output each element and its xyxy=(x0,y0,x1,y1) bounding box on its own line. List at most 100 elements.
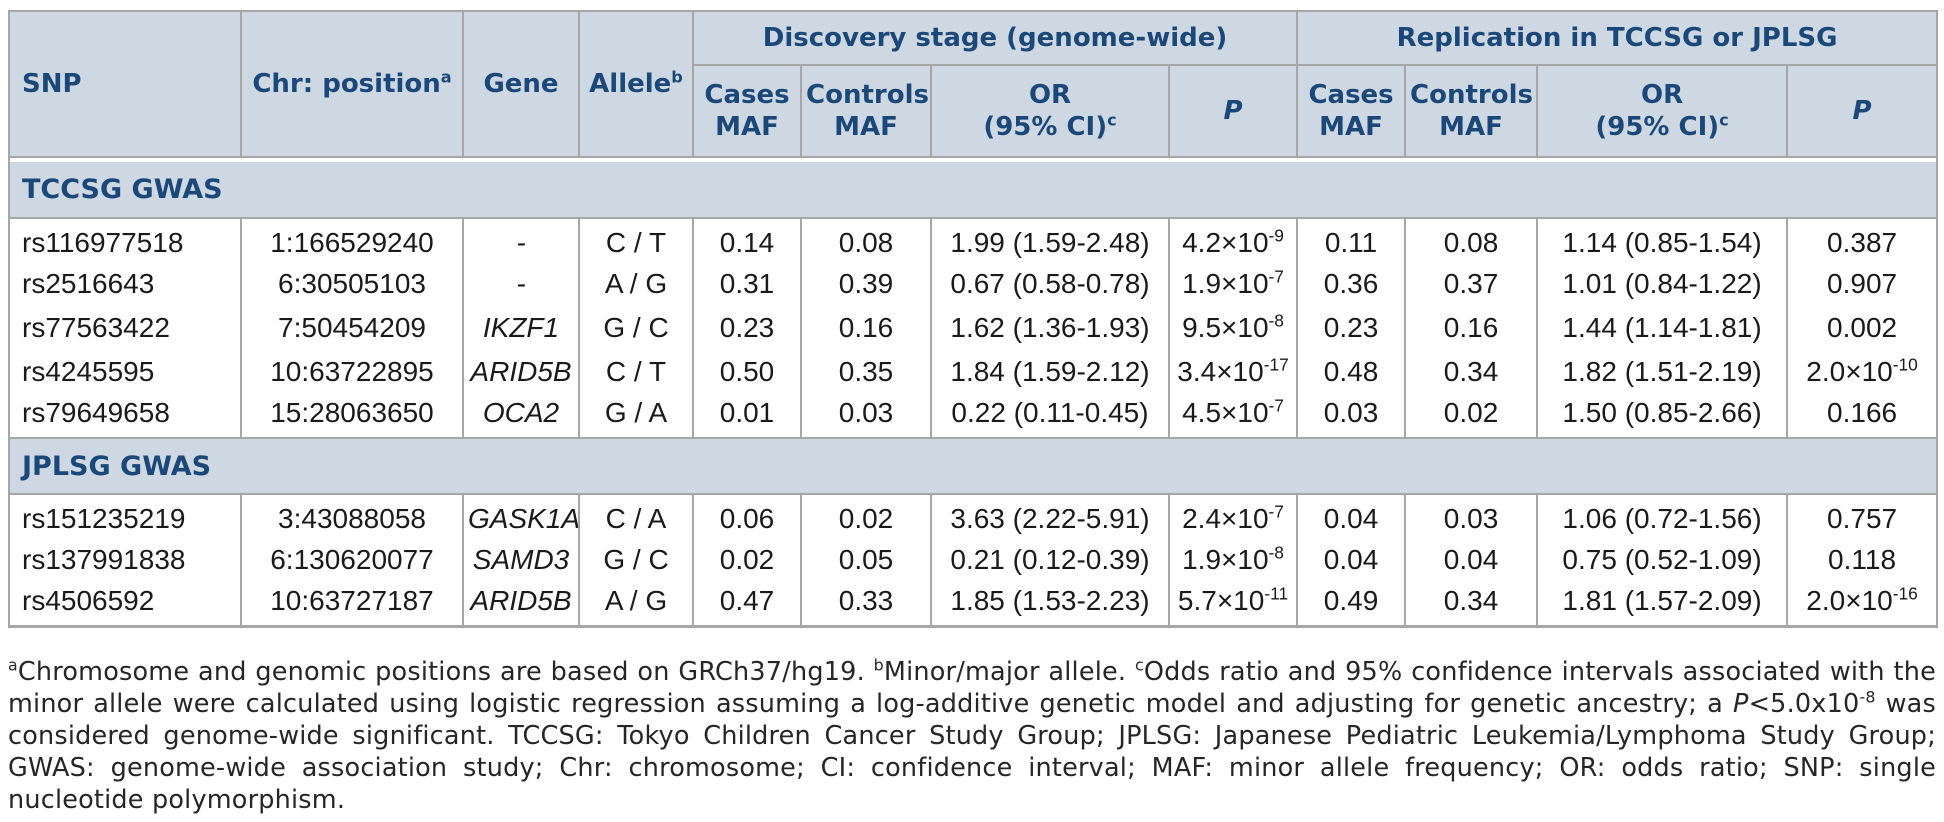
replication-or-cell: 1.14 (0.85-1.54) xyxy=(1536,218,1789,262)
table-row: rs2516643 6:30505103- A / G 0.31 0.39 0.67 (0… xyxy=(8,262,1939,306)
discovery-or-cell: 3.63 (2.22-5.91) xyxy=(930,494,1170,538)
replication-or-cell: 1.06 (0.72-1.56) xyxy=(1536,494,1789,538)
column-header-replication-p: P xyxy=(1786,64,1939,158)
discovery-p-cell: 2.4×10-7 xyxy=(1167,494,1299,538)
discovery-cases-maf-cell: 0.01 xyxy=(692,394,802,438)
replication-cases-maf-cell: 0.03 xyxy=(1296,394,1407,438)
discovery-p-cell: 4.5×10-7 xyxy=(1167,394,1299,438)
discovery-p-cell: 3.4×10-17 xyxy=(1167,350,1299,394)
gene-cell: IKZF1 xyxy=(462,306,580,350)
column-header-replication-controls-maf: Controls MAF xyxy=(1404,64,1539,158)
discovery-cases-maf-cell: 0.47 xyxy=(692,582,802,626)
discovery-controls-maf-cell: 0.05 xyxy=(800,538,932,582)
allele-cell: G / A xyxy=(578,394,694,438)
replication-p-cell: 2.0×10-16 xyxy=(1786,582,1939,626)
sub-header-row: Cases MAF Controls MAF OR (95% CI)c P Ca… xyxy=(9,64,1939,158)
column-header-gene: Gene xyxy=(462,10,580,158)
replication-cases-maf-cell: 0.11 xyxy=(1296,218,1407,262)
discovery-cases-maf-cell: 0.50 xyxy=(692,350,802,394)
replication-or-cell: 1.44 (1.14-1.81) xyxy=(1536,306,1789,350)
replication-controls-maf-cell: 0.04 xyxy=(1404,538,1539,582)
replication-p-cell: 0.118 xyxy=(1786,538,1939,582)
discovery-p-cell: 4.2×10-9 xyxy=(1167,218,1299,262)
snp-cell: rs4506592 xyxy=(8,582,242,626)
position-cell: 7:50454209 xyxy=(240,306,464,350)
replication-cases-maf-cell: 0.48 xyxy=(1296,350,1407,394)
table-body: TCCSG GWAS rs116977518 1:166529240- C / T 0.… xyxy=(8,157,1939,626)
discovery-p-cell: 1.9×10-8 xyxy=(1167,538,1299,582)
table-row: rs151235219 3:43088058 GASK1A C / A 0.06 0.02… xyxy=(8,494,1939,538)
table-row: rs116977518 1:166529240- C / T 0.14 0.08 1.99… xyxy=(8,218,1939,262)
allele-cell: A / G xyxy=(578,582,694,626)
column-header-snp: SNP xyxy=(8,10,242,158)
table-row: rs79649658 15:28063650 OCA2 G / A 0.01 0.03 0.… xyxy=(8,394,1939,438)
discovery-cases-maf-cell: 0.31 xyxy=(692,262,802,306)
position-cell: 15:28063650 xyxy=(240,394,464,438)
table-row: rs4506592 10:63727187 ARID5B A / G 0.47 0.33 1… xyxy=(8,582,1939,626)
allele-cell: C / A xyxy=(578,494,694,538)
replication-or-cell: 1.82 (1.51-2.19) xyxy=(1536,350,1789,394)
snp-cell: rs137991838 xyxy=(8,538,242,582)
gene-cell: OCA2 xyxy=(462,394,580,438)
allele-cell: A / G xyxy=(578,262,694,306)
discovery-cases-maf-cell: 0.23 xyxy=(692,306,802,350)
discovery-or-cell: 1.62 (1.36-1.93) xyxy=(930,306,1170,350)
group-header-row: SNP Chr: positiona Gene Alleleb Discover… xyxy=(8,10,1939,158)
discovery-or-cell: 1.84 (1.59-2.12) xyxy=(930,350,1170,394)
replication-p-cell: 0.907 xyxy=(1786,262,1939,306)
p-label: P xyxy=(1852,95,1872,126)
discovery-cases-maf-cell: 0.06 xyxy=(692,494,802,538)
snp-cell: rs116977518 xyxy=(8,218,242,262)
table-header: SNP Chr: positiona Gene Alleleb Discover… xyxy=(8,10,1939,158)
table-footnote: aChromosome and genomic positions are ba… xyxy=(8,655,1936,815)
gwas-results-table: SNP Chr: positiona Gene Alleleb Discover… xyxy=(8,10,1939,628)
discovery-controls-maf-cell: 0.03 xyxy=(800,394,932,438)
replication-or-cell: 0.75 (0.52-1.09) xyxy=(1536,538,1789,582)
column-header-allele: Alleleb xyxy=(578,10,694,158)
gene-cell: - xyxy=(462,262,580,306)
gene-cell: - xyxy=(462,218,580,262)
replication-cases-maf-cell: 0.49 xyxy=(1296,582,1407,626)
gene-cell: ARID5B xyxy=(462,350,580,394)
replication-or-cell: 1.01 (0.84-1.22) xyxy=(1536,262,1789,306)
snp-cell: rs79649658 xyxy=(8,394,242,438)
column-header-discovery-cases-maf: Cases MAF xyxy=(692,64,802,158)
section-title: JPLSG GWAS xyxy=(9,437,1938,495)
replication-controls-maf-cell: 0.34 xyxy=(1404,350,1539,394)
discovery-controls-maf-cell: 0.02 xyxy=(800,494,932,538)
table-row: rs4245595 10:63722895 ARID5B C / T 0.50 0.35 1… xyxy=(8,350,1939,394)
replication-p-cell: 0.757 xyxy=(1786,494,1939,538)
column-header-chr-position: Chr: positiona xyxy=(240,10,464,158)
replication-controls-maf-cell: 0.02 xyxy=(1404,394,1539,438)
replication-controls-maf-cell: 0.16 xyxy=(1404,306,1539,350)
replication-cases-maf-cell: 0.23 xyxy=(1296,306,1407,350)
header-spacer xyxy=(9,157,1938,162)
column-header-discovery-or: OR (95% CI)c xyxy=(930,64,1170,158)
discovery-or-cell: 0.21 (0.12-0.39) xyxy=(930,538,1170,582)
replication-controls-maf-cell: 0.34 xyxy=(1404,582,1539,626)
discovery-or-cell: 1.85 (1.53-2.23) xyxy=(930,582,1170,626)
section-header-row: TCCSG GWAS xyxy=(9,162,1938,219)
snp-cell: rs2516643 xyxy=(8,262,242,306)
replication-cases-maf-cell: 0.36 xyxy=(1296,262,1407,306)
group-header-discovery: Discovery stage (genome-wide) xyxy=(691,10,1299,66)
replication-p-cell: 0.387 xyxy=(1786,218,1939,262)
snp-cell: rs151235219 xyxy=(8,494,242,538)
replication-p-cell: 0.166 xyxy=(1786,394,1939,438)
position-cell: 6:30505103 xyxy=(240,262,464,306)
discovery-p-cell: 1.9×10-7 xyxy=(1167,262,1299,306)
replication-cases-maf-cell: 0.04 xyxy=(1296,538,1407,582)
position-cell: 10:63727187 xyxy=(240,582,464,626)
column-header-discovery-p: P xyxy=(1167,64,1299,158)
snp-cell: rs77563422 xyxy=(8,306,242,350)
allele-cell: G / C xyxy=(578,538,694,582)
discovery-controls-maf-cell: 0.39 xyxy=(800,262,932,306)
replication-or-cell: 1.50 (0.85-2.66) xyxy=(1536,394,1789,438)
discovery-or-cell: 1.99 (1.59-2.48) xyxy=(930,218,1170,262)
allele-cell: G / C xyxy=(578,306,694,350)
p-label: P xyxy=(1223,95,1243,126)
position-cell: 6:130620077 xyxy=(240,538,464,582)
column-header-discovery-controls-maf: Controls MAF xyxy=(800,64,932,158)
replication-p-cell: 2.0×10-10 xyxy=(1786,350,1939,394)
replication-cases-maf-cell: 0.04 xyxy=(1296,494,1407,538)
